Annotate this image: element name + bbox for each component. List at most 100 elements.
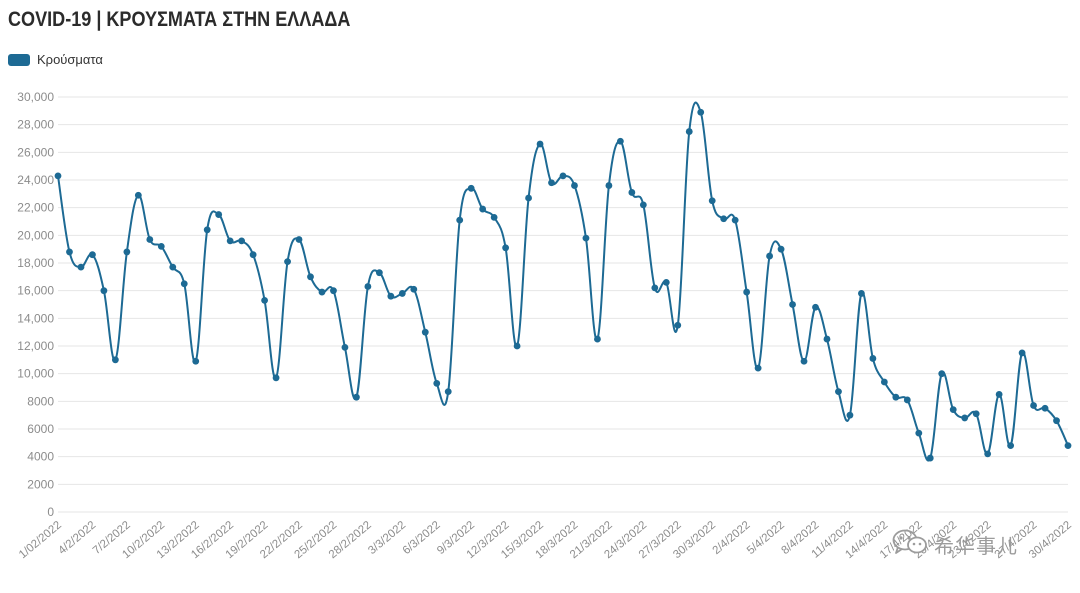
data-point [502,244,510,252]
data-point [410,285,418,293]
y-tick-label: 8000 [27,394,54,408]
data-point [616,137,624,145]
data-point [353,393,360,401]
data-point [330,287,337,295]
data-point [490,213,498,221]
data-point [926,454,934,462]
data-point [559,172,567,180]
data-point [100,287,108,295]
data-point [743,288,751,296]
x-tick-label: 6/3/2022 [401,519,443,557]
data-point [628,189,636,196]
data-point [662,278,670,286]
y-tick-label: 12,000 [17,339,54,353]
data-point [77,263,85,271]
data-point [869,355,877,362]
data-point [1030,402,1037,409]
data-point [284,258,291,266]
data-point [146,236,154,243]
data-point [295,236,303,243]
data-point [972,410,980,418]
data-point [605,182,613,189]
data-point [984,450,992,458]
data-point [215,211,223,218]
x-tick-label: 5/4/2022 [745,519,787,557]
data-point [180,280,188,288]
data-point [433,379,441,387]
y-tick-label: 18,000 [17,256,54,270]
y-axis-ticks: 0 2000 4000 6000 8000 10,000 12,000 14,000 16,00… [17,90,54,519]
data-point [238,237,246,245]
legend[interactable]: Κρούσματα [8,52,103,67]
x-tick-label: 4/2/2022 [56,519,98,557]
data-point [1041,404,1049,412]
data-point [582,234,590,242]
data-point [651,284,659,292]
y-tick-label: 30,000 [17,90,54,104]
y-tick-label: 0 [47,505,54,519]
data-point [456,216,464,224]
data-point [892,393,900,401]
data-point [479,205,487,213]
data-point [1007,442,1015,449]
data-point [594,335,601,343]
data-point [261,296,268,304]
data-point [995,391,1003,398]
x-tick-label: 2/4/2022 [711,519,753,557]
y-tick-label: 28,000 [17,118,54,132]
data-point [800,357,808,365]
x-tick-label: 3/3/2022 [366,519,408,557]
legend-swatch [8,53,30,66]
data-point [123,248,131,256]
data-point [880,378,888,386]
wechat-icon [892,528,928,561]
data-point [89,251,96,259]
data-point [513,342,521,350]
data-point [708,197,716,205]
data-point [375,269,383,277]
data-point [697,108,705,116]
data-point [111,356,119,364]
data-point [387,292,395,300]
data-point [341,343,349,351]
watermark-text: 希华事儿 [934,534,1018,558]
data-point [272,374,280,382]
data-point [835,388,842,396]
data-point [548,179,555,187]
data-point [467,184,475,192]
data-point [846,411,854,419]
y-tick-label: 4000 [27,450,54,464]
y-tick-label: 24,000 [17,173,54,187]
data-point [766,252,773,260]
data-point [915,429,923,437]
series-line [57,101,1069,462]
data-point [1018,349,1026,357]
data-point [525,194,532,202]
data-point [1053,417,1060,425]
chart-title: COVID-19 | ΚΡΟΥΣΜΑΤΑ ΣΤΗΝ ΕΛΛΑΔΑ [8,8,351,31]
y-tick-label: 20,000 [17,228,54,242]
y-tick-label: 10,000 [17,367,54,381]
data-point [169,263,177,271]
data-point [134,191,142,199]
y-tick-label: 14,000 [17,311,54,325]
data-point [571,182,578,189]
legend-label: Κρούσματα [37,52,103,67]
data-point [536,140,544,148]
data-point [639,201,647,209]
data-point [674,321,682,329]
data-point [226,237,234,245]
data-point [685,128,693,135]
data-point [949,406,957,414]
data-point [307,273,314,281]
data-point [203,226,211,234]
x-tick-label: 1/02/2022 [17,519,64,561]
data-point [754,364,762,372]
data-point [318,288,326,296]
y-tick-label: 16,000 [17,284,54,298]
y-tick-label: 26,000 [17,145,54,159]
grid-layer [58,96,1068,513]
data-point [812,303,819,311]
data-point [903,396,911,404]
